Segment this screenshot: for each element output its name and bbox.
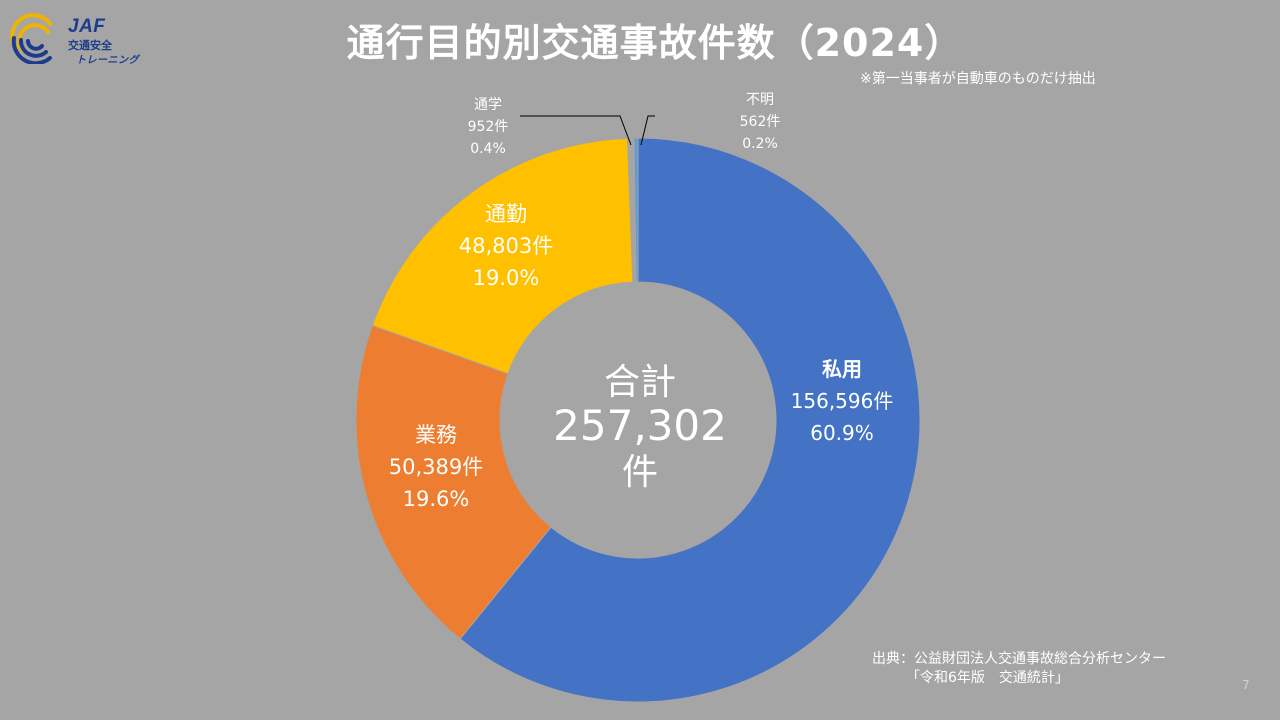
center-unit: 件 <box>622 452 658 493</box>
logo-arcs-icon <box>10 13 52 64</box>
page-number: 7 <box>1242 678 1250 692</box>
logo-jaf-text: JAF <box>68 16 106 37</box>
slice-label-percent-2: 19.0% <box>473 266 540 290</box>
center-total: 257,302 <box>553 401 727 450</box>
source-line-2: 「令和6年版 交通統計」 <box>906 670 1069 686</box>
source-citation: 出典：公益財団法人交通事故総合分析センター 「令和6年版 交通統計」 <box>872 650 1166 688</box>
slice-label-count-3: 952件 <box>468 119 509 135</box>
slice-2 <box>371 137 634 375</box>
slice-1 <box>355 324 552 640</box>
leader-line-3 <box>520 115 632 146</box>
slice-label-percent-4: 0.2% <box>742 136 778 152</box>
slice-label-name-0: 私用 <box>822 357 862 381</box>
slice-4 <box>633 137 639 283</box>
slice-label-name-2: 通勤 <box>485 202 527 226</box>
footnote: ※第一当事者が自動車のものだけ抽出 <box>860 71 1096 87</box>
slice-label-name-3: 通学 <box>474 97 502 113</box>
slice-label-name-4: 不明 <box>746 92 774 108</box>
leader-line-4 <box>640 115 655 146</box>
center-label: 合計 <box>604 362 676 403</box>
slice-label-percent-3: 0.4% <box>470 141 506 157</box>
page-title: 通行目的別交通事故件数（2024） <box>346 21 964 65</box>
jaf-logo: JAF 交通安全 トレーニング <box>10 8 160 66</box>
slice-0 <box>459 137 921 703</box>
slice-label-percent-0: 60.9% <box>810 421 874 445</box>
logo-safety-text: 交通安全 <box>68 39 112 52</box>
slice-label-count-1: 50,389件 <box>389 455 483 479</box>
slice-label-percent-1: 19.6% <box>403 487 470 511</box>
slice-label-count-4: 562件 <box>740 114 781 130</box>
source-line-1: 出典：公益財団法人交通事故総合分析センター <box>872 651 1166 667</box>
logo-training-text: トレーニング <box>76 55 139 66</box>
slice-label-name-1: 業務 <box>415 423 457 447</box>
slice-label-count-0: 156,596件 <box>791 389 894 413</box>
slice-label-count-2: 48,803件 <box>459 234 553 258</box>
